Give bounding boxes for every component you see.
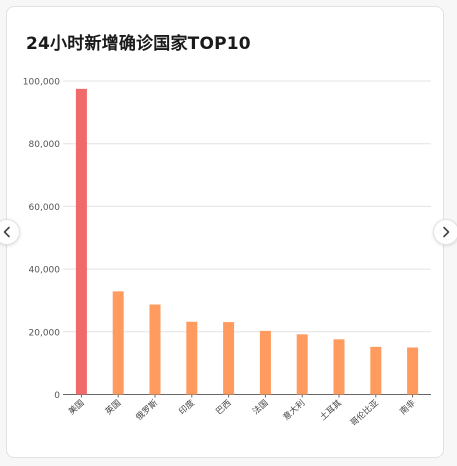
x-tick-label: 巴西 — [214, 398, 233, 417]
bar-chart: 0 20,000 40,000 60,000 80,000 100,000 美国 英国 俄罗斯印… — [23, 78, 431, 428]
chevron-left-icon — [3, 226, 10, 238]
x-tick-label: 法国 — [250, 398, 270, 418]
x-tick-label: 俄罗斯 — [134, 397, 161, 423]
bar — [223, 322, 235, 395]
bar — [370, 346, 382, 395]
bar — [296, 334, 308, 395]
y-tick-label: 60,000 — [29, 203, 61, 213]
x-tick-label: 印度 — [177, 397, 197, 417]
y-tick-label: 0 — [54, 391, 60, 401]
x-tick-label: 土耳其 — [318, 397, 345, 423]
bar — [75, 88, 87, 395]
y-tick-label: 40,000 — [29, 266, 61, 276]
bar — [333, 339, 345, 395]
bar — [149, 304, 161, 395]
bar — [259, 330, 271, 395]
prev-chart-button[interactable] — [0, 219, 20, 245]
x-tick-label: 意大利 — [281, 398, 307, 423]
bar — [112, 291, 124, 395]
y-tick-label: 80,000 — [29, 140, 61, 150]
chevron-right-icon — [443, 226, 450, 238]
x-tick-label: 英国 — [103, 398, 123, 418]
y-tick-label: 100,000 — [23, 78, 60, 88]
next-chart-button[interactable] — [433, 219, 457, 245]
chart-title: 24小时新增确诊国家TOP10 — [26, 34, 251, 54]
x-tick-label: 美国 — [66, 398, 86, 418]
x-tick-label: 南非 — [398, 397, 418, 417]
bar — [407, 347, 419, 395]
y-tick-label: 20,000 — [29, 328, 61, 338]
chart-card: 24小时新增确诊国家TOP10 0 20,000 40,000 60,000 80,00… — [6, 6, 444, 458]
x-tick-label: 哥伦比亚 — [348, 397, 381, 428]
bar — [186, 321, 198, 395]
